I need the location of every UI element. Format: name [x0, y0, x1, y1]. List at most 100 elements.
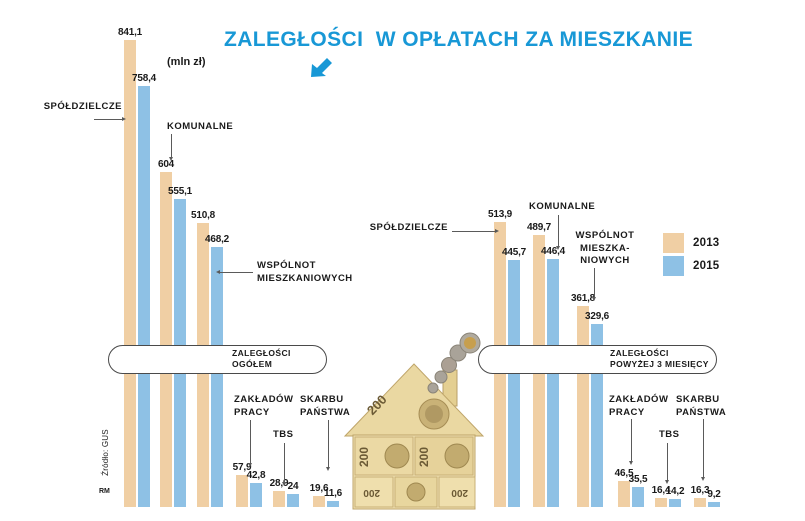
- pointer-arrowhead: [592, 297, 596, 301]
- bar-value-label: 42,8: [246, 470, 266, 481]
- banknote-200-label: 200: [357, 447, 371, 467]
- bar-value-label: 35,5: [628, 474, 648, 485]
- banknote-200-label: 200: [451, 487, 468, 498]
- bar-2013-g2-5: [655, 498, 667, 507]
- bar-value-label: 19,6: [309, 483, 329, 494]
- bar-value-label: 446,4: [540, 246, 566, 257]
- pointer-arrowhead: [665, 480, 669, 484]
- bar-value-label: 57,9: [232, 462, 252, 473]
- bar-value-label: 489,7: [526, 222, 552, 233]
- category-label: WSPÓLNOT MIESZKANIOWYCH: [257, 260, 353, 284]
- category-label: SPÓŁDZIELCZE: [369, 222, 448, 233]
- pointer-arrowhead: [629, 461, 633, 465]
- pointer-line: [558, 215, 559, 246]
- bar-value-label: 445,7: [501, 247, 527, 258]
- bar-2013-g2-3: [577, 306, 589, 507]
- bar-2013-g1-1: [124, 40, 136, 507]
- category-label: ZAKŁADÓW PRACY: [609, 394, 669, 418]
- bar-2015-g1-1: [138, 86, 150, 507]
- bar-value-label: 9,2: [707, 489, 721, 500]
- group-pill-over3months: [478, 345, 717, 374]
- credit-label: RM: [99, 488, 110, 495]
- banknote-200-label: 200: [417, 447, 431, 467]
- coin: [434, 370, 448, 384]
- banknote-portrait: [444, 443, 470, 469]
- legend-swatch-2015: [663, 256, 684, 276]
- category-label: ZAKŁADÓW PRACY: [234, 394, 294, 418]
- bar-value-label: 16,3: [690, 485, 710, 496]
- legend-label-2015: 2015: [693, 260, 720, 272]
- pill-line: ZALEGŁOŚCI: [232, 348, 291, 358]
- category-label: SPÓŁDZIELCZE: [43, 101, 122, 112]
- bar-2015-g1-6: [327, 501, 339, 507]
- bar-2015-g2-5: [669, 499, 681, 507]
- bar-2015-g1-4: [250, 483, 262, 507]
- pointer-arrowhead: [495, 229, 499, 233]
- group-pill-over3months-label: ZALEGŁOŚCI POWYŻEJ 3 MIESIĘCY: [610, 348, 709, 370]
- bar-value-label: 841,1: [117, 27, 143, 38]
- legend: 2013 2015: [663, 233, 719, 279]
- bar-2013-g1-2: [160, 172, 172, 507]
- category-label: SKARBU PAŃSTWA: [300, 394, 351, 418]
- bar-value-label: 16,4: [651, 485, 671, 496]
- banknote-portrait: [384, 443, 410, 469]
- category-label: WSPÓLNOT MIESZKA- NIOWYCH: [575, 230, 635, 266]
- group-pill-total: [108, 345, 327, 374]
- bar-2013-g2-6: [694, 498, 706, 507]
- banknote: [354, 476, 394, 508]
- bar-2015-g2-1: [508, 260, 520, 507]
- pointer-arrowhead: [122, 117, 126, 121]
- house-roof: [343, 363, 485, 437]
- pointer-line: [171, 134, 172, 157]
- category-label: TBS: [273, 429, 294, 440]
- bar-2015-g2-6: [708, 502, 720, 507]
- pointer-line: [250, 420, 251, 463]
- pointer-line: [631, 419, 632, 461]
- bar-value-label: 468,2: [204, 234, 230, 245]
- pill-line: ZALEGŁOŚCI: [610, 348, 669, 358]
- bar-value-label: 758,4: [131, 73, 157, 84]
- bar-2015-g1-5: [287, 494, 299, 507]
- pill-line: POWYŻEJ 3 MIESIĘCY: [610, 359, 709, 369]
- category-label: KOMUNALNE: [529, 201, 596, 212]
- bar-2015-g2-2: [547, 259, 559, 507]
- bar-value-label: 510,8: [190, 210, 216, 221]
- pointer-arrowhead: [216, 270, 220, 274]
- banknote-house-illustration: 200 200 200 200 200: [343, 332, 485, 510]
- bar-value-label: 361,8: [570, 293, 596, 304]
- pointer-arrowhead: [326, 467, 330, 471]
- pointer-arrowhead: [248, 463, 252, 467]
- pointer-arrowhead: [169, 157, 173, 161]
- pointer-arrowhead: [701, 477, 705, 481]
- legend-item-2015: 2015: [663, 256, 719, 276]
- pointer-line: [94, 119, 122, 120]
- bar-value-label: 11,6: [323, 488, 343, 499]
- pointer-line: [284, 443, 285, 482]
- legend-item-2013: 2013: [663, 233, 719, 253]
- pointer-line: [452, 231, 495, 232]
- coin: [427, 382, 439, 394]
- banknote-portrait: [406, 482, 426, 502]
- group-pill-total-label: ZALEGŁOŚCI OGÓŁEM: [232, 348, 291, 370]
- banknote-200-label: 200: [363, 487, 380, 498]
- bar-2013-g1-4: [236, 475, 248, 507]
- bar-2015-g1-3: [211, 247, 223, 507]
- coin-center: [464, 337, 476, 349]
- bar-2015-g2-4: [632, 487, 644, 507]
- coin: [441, 357, 457, 373]
- bar-value-label: 24: [287, 481, 299, 492]
- bar-value-label: 28,9: [269, 478, 289, 489]
- banknote: [438, 476, 476, 508]
- pill-line: OGÓŁEM: [232, 359, 273, 369]
- bar-value-label: 513,9: [487, 209, 513, 220]
- source-label: Źródło: GUS: [100, 429, 110, 476]
- bar-value-label: 555,1: [167, 186, 193, 197]
- unit-label: (mln zł): [167, 56, 206, 68]
- category-label: SKARBU PAŃSTWA: [676, 394, 727, 418]
- bar-value-label: 46,5: [614, 468, 634, 479]
- pointer-line: [703, 419, 704, 477]
- pointer-line: [667, 443, 668, 480]
- bar-value-label: 329,6: [584, 311, 610, 322]
- bar-2013-g2-4: [618, 481, 630, 507]
